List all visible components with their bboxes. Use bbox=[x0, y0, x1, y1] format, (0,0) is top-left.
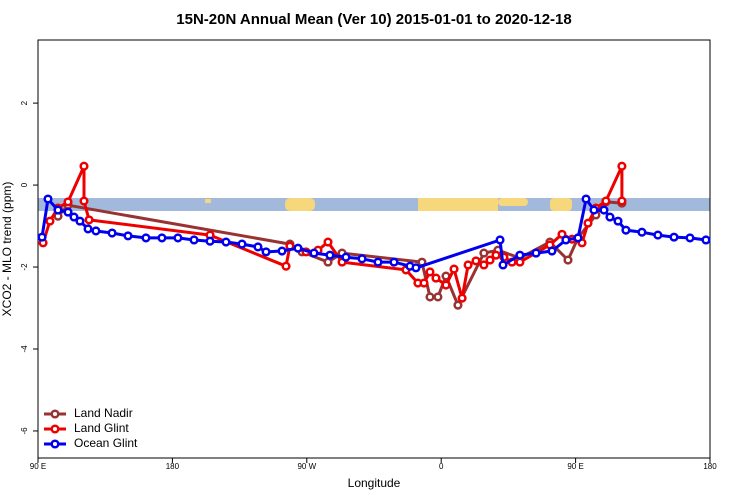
data-point bbox=[53, 205, 63, 215]
data-point bbox=[617, 161, 627, 171]
data-point bbox=[613, 216, 623, 226]
x-tick-label: 180 bbox=[166, 462, 180, 471]
data-point bbox=[495, 235, 505, 245]
data-point bbox=[589, 205, 599, 215]
data-point bbox=[449, 264, 459, 274]
data-point bbox=[471, 256, 481, 266]
chart-title: 15N-20N Annual Mean (Ver 10) 2015-01-01 … bbox=[176, 11, 571, 28]
data-point bbox=[463, 260, 473, 270]
data-point bbox=[637, 227, 647, 237]
data-point bbox=[685, 233, 695, 243]
data-point bbox=[75, 216, 85, 226]
data-point bbox=[221, 237, 231, 247]
data-point bbox=[491, 250, 501, 260]
x-tick-label: 90 W bbox=[297, 462, 316, 471]
data-point bbox=[457, 293, 467, 303]
data-point bbox=[253, 242, 263, 252]
data-point bbox=[701, 235, 711, 245]
legend-marker bbox=[50, 409, 60, 419]
x-axis-label: Longitude bbox=[348, 476, 401, 490]
plot-frame bbox=[37, 39, 711, 459]
data-point bbox=[479, 260, 489, 270]
data-point bbox=[573, 233, 583, 243]
data-point bbox=[617, 196, 627, 206]
data-point bbox=[341, 252, 351, 262]
data-point bbox=[189, 235, 199, 245]
y-tick-label: -6 bbox=[20, 427, 29, 435]
data-point bbox=[277, 246, 287, 256]
x-tick-label: 180 bbox=[703, 462, 717, 471]
data-point bbox=[561, 235, 571, 245]
data-point bbox=[63, 197, 73, 207]
data-point bbox=[309, 248, 319, 258]
data-point bbox=[498, 260, 508, 270]
data-point bbox=[123, 231, 133, 241]
data-point bbox=[69, 212, 79, 222]
data-point bbox=[583, 218, 593, 228]
map-strip bbox=[38, 198, 710, 211]
x-tick-label: 90 E bbox=[30, 462, 46, 471]
data-point bbox=[653, 230, 663, 240]
data-point bbox=[621, 225, 631, 235]
data-point bbox=[669, 232, 679, 242]
data-point bbox=[79, 196, 89, 206]
data-point bbox=[605, 212, 615, 222]
data-point bbox=[485, 255, 495, 265]
data-point bbox=[141, 233, 151, 243]
data-point bbox=[453, 300, 463, 310]
data-point bbox=[411, 263, 421, 273]
data-point bbox=[237, 239, 247, 249]
data-point bbox=[425, 267, 435, 277]
data-point bbox=[43, 194, 53, 204]
y-tick-label: 2 bbox=[20, 100, 29, 105]
data-point bbox=[563, 255, 573, 265]
y-tick-label: 0 bbox=[20, 182, 29, 187]
legend-marker bbox=[50, 439, 60, 449]
data-point bbox=[373, 257, 383, 267]
data-point bbox=[323, 257, 333, 267]
data-point bbox=[91, 226, 101, 236]
data-point bbox=[325, 250, 335, 260]
data-point bbox=[205, 236, 215, 246]
y-tick-label: -2 bbox=[20, 263, 29, 271]
data-point bbox=[37, 232, 47, 242]
data-point bbox=[389, 257, 399, 267]
legend-label: Ocean Glint bbox=[74, 436, 138, 450]
data-point bbox=[323, 237, 333, 247]
data-point bbox=[441, 280, 451, 290]
y-tick-label: -4 bbox=[20, 345, 29, 353]
data-point bbox=[515, 257, 525, 267]
x-tick-label: 0 bbox=[439, 462, 444, 471]
data-point bbox=[419, 278, 429, 288]
data-point bbox=[433, 292, 443, 302]
legend-marker bbox=[50, 424, 60, 434]
data-point bbox=[547, 246, 557, 256]
data-point bbox=[63, 207, 73, 217]
data-point bbox=[515, 250, 525, 260]
data-point bbox=[357, 254, 367, 264]
data-point bbox=[601, 196, 611, 206]
x-tick-label: 90 E bbox=[567, 462, 583, 471]
legend-label: Land Glint bbox=[74, 421, 129, 435]
data-point bbox=[531, 248, 541, 258]
data-point bbox=[84, 215, 94, 225]
data-point bbox=[83, 224, 93, 234]
legend-label: Land Nadir bbox=[74, 406, 133, 420]
data-point bbox=[45, 216, 55, 226]
data-point bbox=[261, 247, 271, 257]
data-point bbox=[281, 261, 291, 271]
data-point bbox=[479, 248, 489, 258]
data-point bbox=[581, 194, 591, 204]
data-point bbox=[107, 228, 117, 238]
data-point bbox=[557, 229, 567, 239]
data-point bbox=[157, 233, 167, 243]
data-point bbox=[293, 243, 303, 253]
data-point bbox=[173, 233, 183, 243]
y-axis-label: XCO2 - MLO trend (ppm) bbox=[0, 182, 14, 317]
data-point bbox=[599, 205, 609, 215]
data-point bbox=[79, 161, 89, 171]
data-point bbox=[425, 292, 435, 302]
data-point bbox=[431, 273, 441, 283]
